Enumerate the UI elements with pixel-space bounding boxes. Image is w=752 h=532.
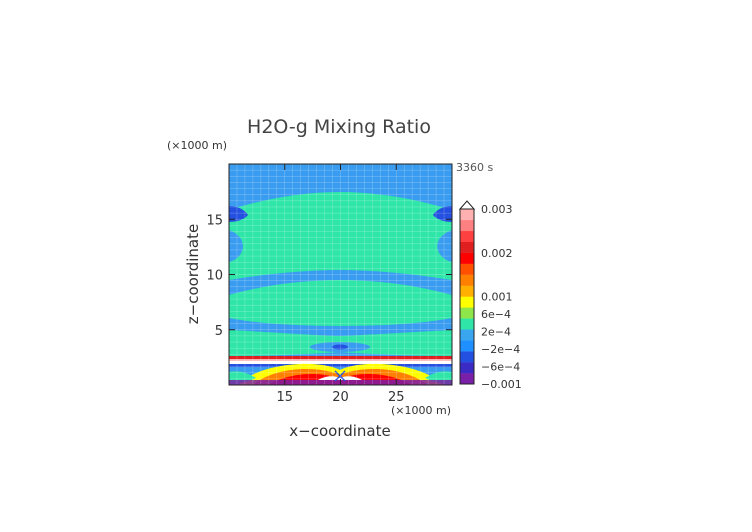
y-tick-label: 5 — [215, 324, 223, 339]
colorbar-label: 0.002 — [481, 247, 513, 260]
surface-band-red — [229, 356, 452, 359]
colorbar-swatch — [460, 318, 474, 330]
colorbar-swatch — [460, 362, 474, 374]
colorbar-label: 6e−4 — [481, 308, 511, 321]
colorbar — [458, 200, 476, 385]
colorbar-swatch — [460, 307, 474, 319]
colorbar-swatch — [460, 252, 474, 264]
x-tick-label: 15 — [276, 390, 293, 405]
colorbar-label: −0.001 — [481, 378, 522, 391]
surface-band-pink — [229, 359, 452, 361]
x-axis-ticks: 15 20 25 — [276, 164, 405, 405]
colorbar-swatch — [460, 340, 474, 352]
colorbar-swatch — [460, 296, 474, 308]
colorbar-swatch — [460, 329, 474, 341]
colorbar-label: 2e−4 — [481, 326, 511, 339]
colorbar-extend-arrow — [458, 200, 476, 210]
colorbar-swatch — [460, 230, 474, 243]
surface-white-patch — [318, 376, 362, 380]
middle-green-band — [229, 280, 452, 326]
y-tick-label: 10 — [206, 269, 223, 284]
dark-bump — [332, 344, 348, 350]
chart-title: H2O-g Mixing Ratio — [247, 116, 431, 138]
colorbar-swatch — [460, 285, 474, 297]
colorbar-swatch — [460, 373, 474, 385]
colorbar-swatch — [460, 219, 474, 232]
x-unit-label: (×1000 m) — [391, 404, 451, 417]
y-axis-ticks: 5 10 15 — [206, 213, 452, 339]
x-tick-label: 20 — [332, 390, 349, 405]
y-unit-label: (×1000 m) — [167, 139, 227, 152]
grid-lines — [229, 164, 452, 385]
surface-x-mark — [334, 370, 346, 382]
x-axis-title: x−coordinate — [289, 422, 390, 440]
colorbar-labels: 0.003 0.002 0.001 6e−4 2e−4 −2e−4 −6e−4 −0.001 — [481, 203, 522, 391]
y-tick-label: 15 — [206, 213, 223, 228]
surface-band-blue — [229, 364, 452, 367]
mixing-ratio-field — [229, 164, 452, 385]
upper-green-band — [229, 192, 452, 280]
colorbar-swatch — [460, 263, 474, 275]
colorbar-label: −2e−4 — [481, 343, 520, 356]
colorbar-label: 0.003 — [481, 203, 513, 216]
plot-area — [228, 163, 453, 386]
colorbar-label: 0.001 — [481, 291, 513, 304]
colorbar-swatch — [460, 241, 474, 253]
colorbar-swatch — [460, 209, 474, 221]
y-axis-title: z−coordinate — [184, 224, 202, 324]
surface-band-white — [229, 361, 452, 364]
x-tick-label: 25 — [388, 390, 405, 405]
time-label: 3360 s — [456, 161, 493, 174]
colorbar-swatch — [460, 274, 474, 286]
colorbar-swatch — [460, 351, 474, 363]
colorbar-label: −6e−4 — [481, 361, 520, 374]
